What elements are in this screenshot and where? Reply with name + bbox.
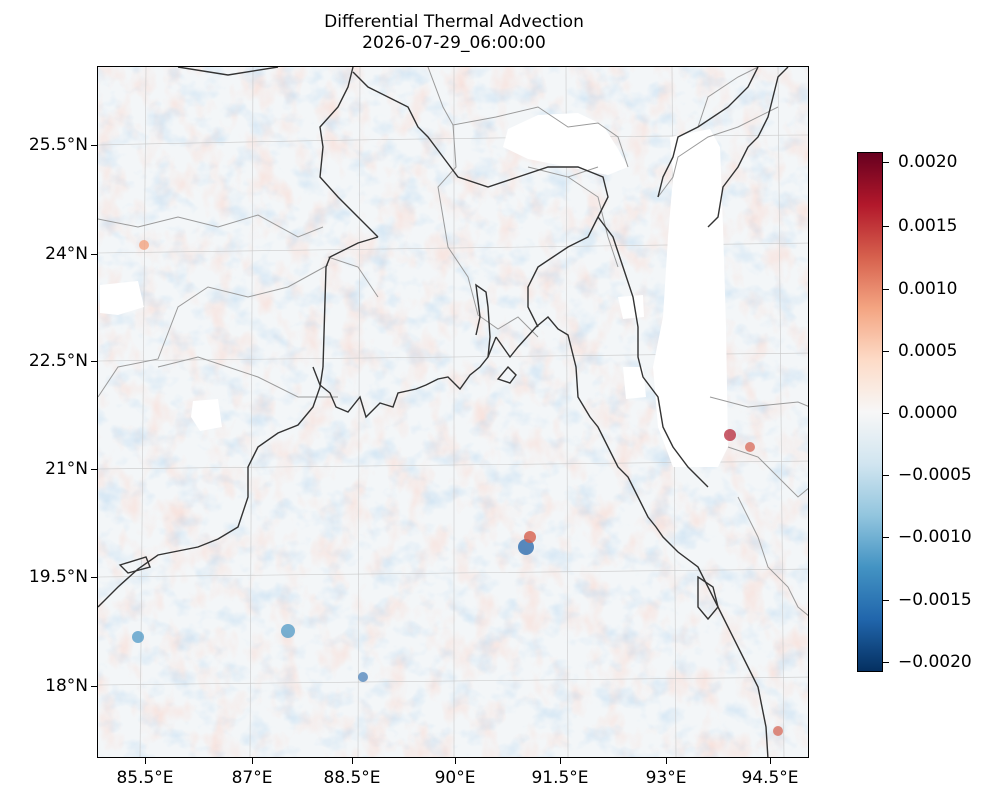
colorbar-label: 0.0010 (898, 279, 958, 299)
lat-tick (91, 577, 97, 578)
colorbar-label: 0.0000 (898, 403, 958, 423)
colorbar-tick (883, 600, 889, 601)
anomaly-spots (132, 240, 783, 736)
colorbar-tick (883, 662, 889, 663)
colorbar-label: −0.0015 (898, 590, 972, 610)
lat-label: 19.5°N (28, 567, 88, 587)
colorbar-tick (883, 413, 889, 414)
lon-tick (770, 758, 771, 764)
chart-title: Differential Thermal Advection 2026-07-2… (98, 12, 810, 54)
lon-tick (455, 758, 456, 764)
lon-label: 85.5°E (116, 768, 174, 788)
masked-terrain (100, 113, 728, 467)
lat-label: 21°N (45, 459, 88, 479)
lon-label: 91.5°E (531, 768, 589, 788)
lat-label: 25.5°N (28, 135, 88, 155)
title-line-1: Differential Thermal Advection (324, 12, 584, 32)
colorbar-label: −0.0005 (898, 465, 972, 485)
lat-tick (91, 145, 97, 146)
colorbar-tick (883, 289, 889, 290)
map-panel (97, 66, 809, 758)
lon-label: 88.5°E (323, 768, 381, 788)
lat-tick (91, 469, 97, 470)
lon-tick (252, 758, 253, 764)
colorbar-label: −0.0010 (898, 527, 972, 547)
colorbar (857, 152, 883, 672)
colorbar-label: 0.0020 (898, 152, 958, 172)
lon-tick (352, 758, 353, 764)
lon-tick (666, 758, 667, 764)
colorbar-label: 0.0015 (898, 216, 958, 236)
colorbar-label: 0.0005 (898, 341, 958, 361)
colorbar-tick (883, 475, 889, 476)
colorbar-tick (883, 537, 889, 538)
colorbar-tick (883, 162, 889, 163)
lon-tick (560, 758, 561, 764)
lat-label: 18°N (45, 676, 88, 696)
lon-label: 87°E (231, 768, 273, 788)
lat-label: 22.5°N (28, 351, 88, 371)
lat-tick (91, 361, 97, 362)
lon-label: 94.5°E (741, 768, 799, 788)
map-canvas (98, 67, 808, 757)
lat-tick (91, 686, 97, 687)
lon-label: 93°E (645, 768, 687, 788)
lon-tick (145, 758, 146, 764)
colorbar-tick (883, 226, 889, 227)
lat-tick (91, 254, 97, 255)
lon-label: 90°E (434, 768, 476, 788)
coastline (98, 67, 789, 757)
colorbar-label: −0.0020 (898, 652, 972, 672)
lat-label: 24°N (45, 244, 88, 264)
title-line-2: 2026-07-29_06:00:00 (362, 33, 546, 53)
colorbar-tick (883, 351, 889, 352)
